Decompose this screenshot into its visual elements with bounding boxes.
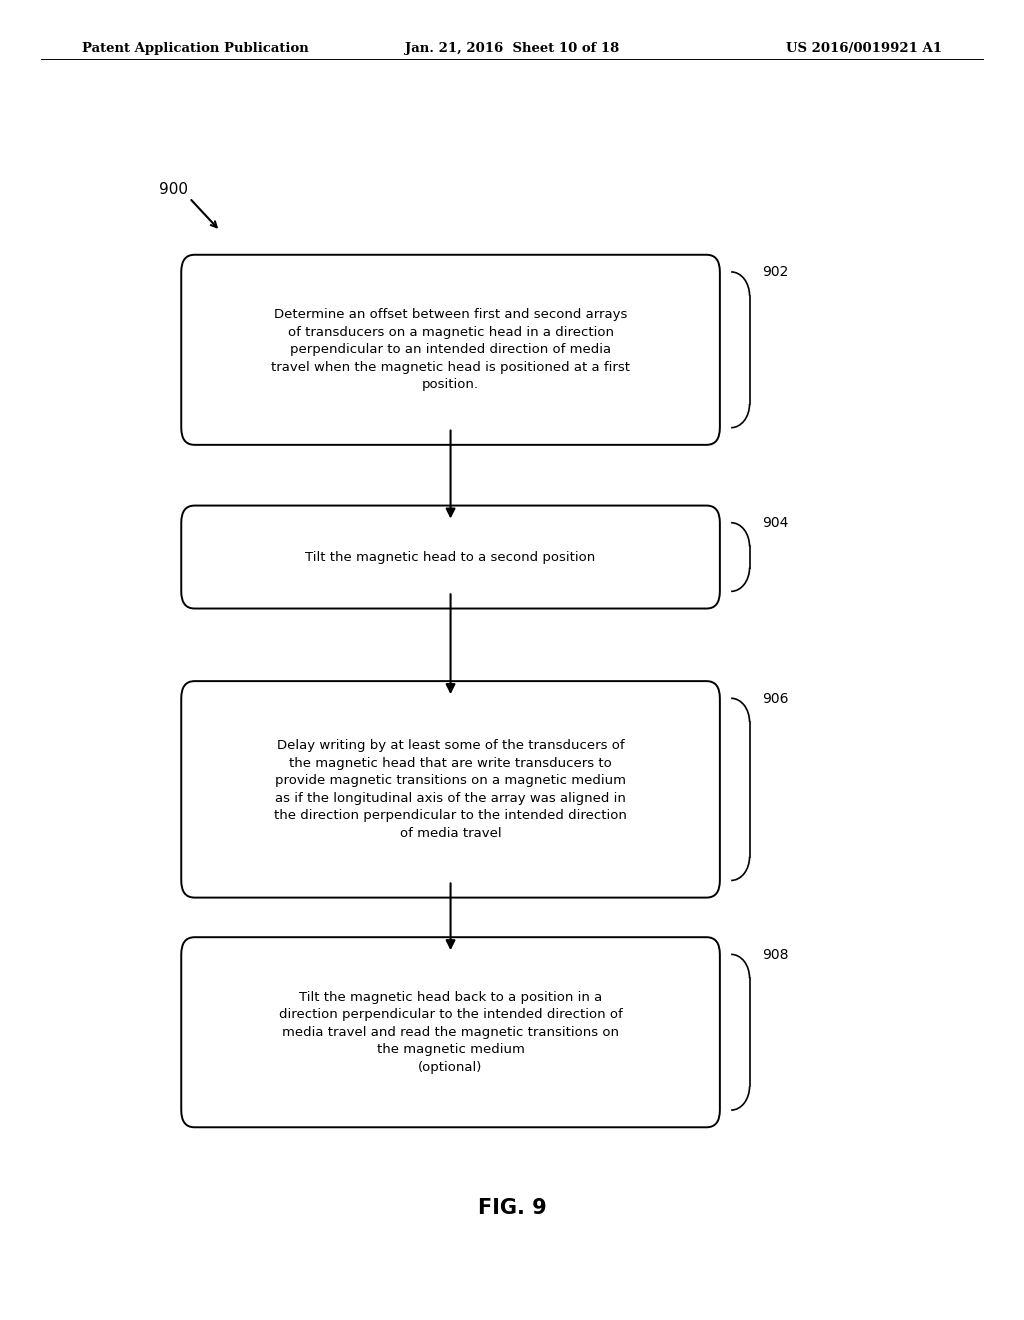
Text: Tilt the magnetic head to a second position: Tilt the magnetic head to a second posit… — [305, 550, 596, 564]
FancyBboxPatch shape — [181, 681, 720, 898]
Text: 906: 906 — [762, 692, 788, 706]
Text: 904: 904 — [762, 516, 788, 531]
Text: Jan. 21, 2016  Sheet 10 of 18: Jan. 21, 2016 Sheet 10 of 18 — [404, 42, 620, 55]
Text: FIG. 9: FIG. 9 — [477, 1197, 547, 1218]
Text: 900: 900 — [159, 182, 187, 197]
FancyBboxPatch shape — [181, 937, 720, 1127]
Text: Tilt the magnetic head back to a position in a
direction perpendicular to the in: Tilt the magnetic head back to a positio… — [279, 991, 623, 1073]
FancyBboxPatch shape — [181, 506, 720, 609]
Text: 908: 908 — [762, 948, 788, 962]
Text: Delay writing by at least some of the transducers of
the magnetic head that are : Delay writing by at least some of the tr… — [274, 739, 627, 840]
Text: Determine an offset between first and second arrays
of transducers on a magnetic: Determine an offset between first and se… — [271, 309, 630, 391]
Text: US 2016/0019921 A1: US 2016/0019921 A1 — [786, 42, 942, 55]
Text: 902: 902 — [762, 265, 788, 280]
Text: Patent Application Publication: Patent Application Publication — [82, 42, 308, 55]
FancyBboxPatch shape — [181, 255, 720, 445]
